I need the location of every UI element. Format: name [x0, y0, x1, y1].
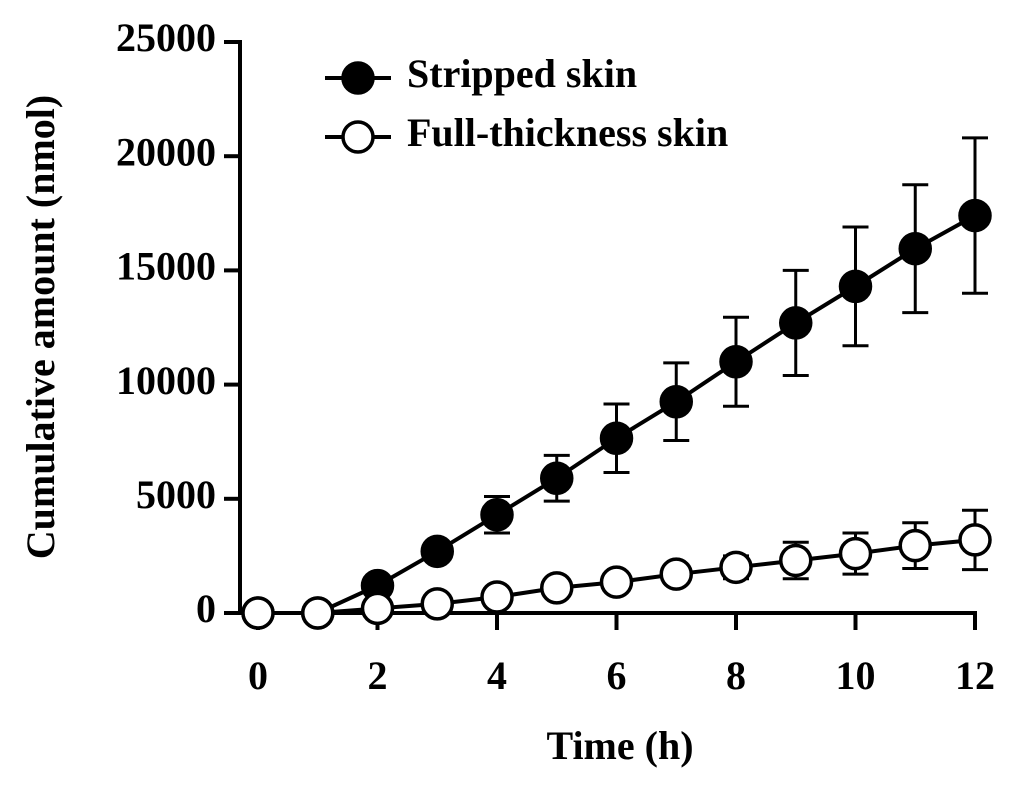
marker — [599, 565, 634, 599]
y-tick-label: 25000 — [116, 15, 216, 60]
marker — [301, 596, 335, 630]
marker — [540, 461, 574, 495]
marker — [719, 550, 753, 585]
marker — [659, 557, 693, 591]
marker — [420, 534, 454, 569]
marker — [898, 528, 932, 563]
marker — [599, 421, 634, 456]
marker — [241, 596, 275, 630]
marker — [420, 587, 454, 621]
marker — [779, 543, 813, 578]
marker — [540, 571, 574, 605]
x-tick-label: 0 — [248, 653, 268, 698]
legend-label: Full-thickness skin — [407, 110, 728, 155]
legend-label: Stripped skin — [407, 51, 637, 96]
marker — [958, 523, 992, 557]
marker — [480, 498, 514, 532]
marker — [838, 536, 873, 571]
x-tick-label: 12 — [955, 653, 995, 698]
legend-marker — [341, 120, 375, 154]
y-axis-label: Cumulative amount (nmol) — [18, 95, 63, 559]
x-axis-label: Time (h) — [546, 723, 693, 768]
marker — [958, 198, 992, 233]
y-tick-label: 20000 — [116, 129, 216, 174]
marker — [898, 231, 932, 266]
y-tick-label: 5000 — [136, 472, 216, 517]
x-tick-label: 10 — [836, 653, 876, 698]
marker — [779, 306, 813, 340]
legend-marker — [341, 61, 375, 95]
x-tick-label: 4 — [487, 653, 507, 698]
marker — [480, 580, 514, 614]
marker — [360, 591, 395, 626]
y-tick-label: 15000 — [116, 244, 216, 289]
x-tick-label: 6 — [607, 653, 627, 698]
x-tick-label: 2 — [368, 653, 388, 698]
marker — [838, 269, 873, 304]
marker — [719, 345, 753, 379]
x-tick-label: 8 — [726, 653, 746, 698]
y-tick-label: 10000 — [116, 358, 216, 403]
y-tick-label: 0 — [196, 586, 216, 631]
marker — [659, 384, 693, 419]
